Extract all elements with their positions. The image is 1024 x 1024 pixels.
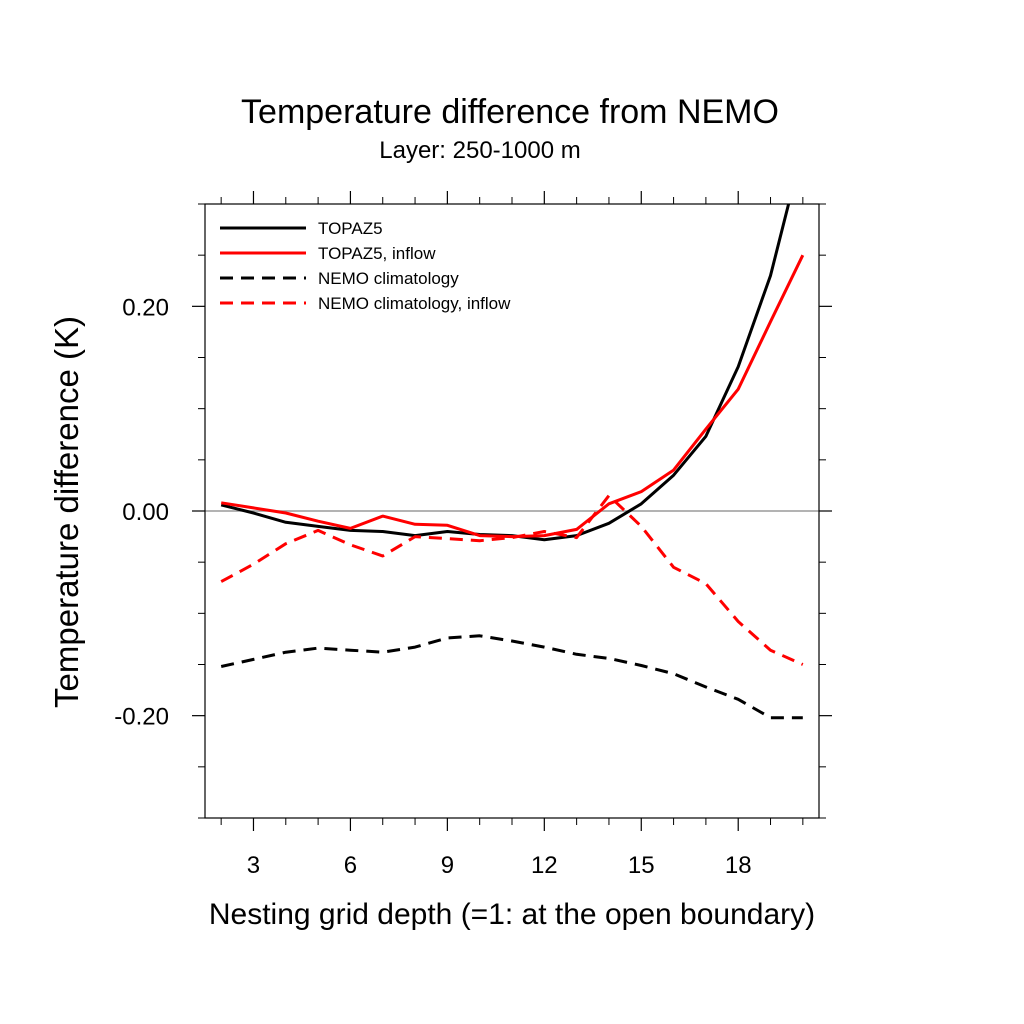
chart-title: Temperature difference from NEMO — [241, 93, 779, 131]
y-tick-label: 0.20 — [122, 294, 169, 321]
series-line-3 — [220, 634, 803, 720]
x-tick-label: 6 — [344, 852, 357, 879]
series-line-4 — [220, 494, 804, 666]
series-line-1 — [220, 204, 791, 542]
x-tick-label: 18 — [725, 852, 752, 879]
legend-label-3: NEMO climatology — [318, 269, 459, 288]
x-tick-label: 9 — [441, 852, 454, 879]
x-tick-label: 12 — [531, 852, 558, 879]
legend-label-1: TOPAZ5 — [318, 219, 383, 238]
x-tick-label: 3 — [247, 852, 260, 879]
x-tick-label: 15 — [628, 852, 655, 879]
y-axis-label: Temperature difference (K) — [48, 316, 85, 708]
x-axis-label: Nesting grid depth (=1: at the open boun… — [209, 898, 815, 931]
y-tick-label: -0.20 — [114, 704, 169, 731]
legend-label-4: NEMO climatology, inflow — [318, 294, 511, 313]
y-tick-label: 0.00 — [122, 499, 169, 526]
legend-label-2: TOPAZ5, inflow — [318, 244, 436, 263]
chart-subtitle: Layer: 250-1000 m — [379, 137, 580, 164]
series-layer — [220, 204, 805, 720]
tick-label-layer: 3 6 9 12 15 18 0.20 0.00 -0.20 — [114, 294, 751, 879]
series-line-2 — [220, 254, 805, 539]
legend: TOPAZ5 TOPAZ5, inflow NEMO climatology NEMO… — [220, 219, 511, 313]
axes-layer — [192, 191, 832, 831]
